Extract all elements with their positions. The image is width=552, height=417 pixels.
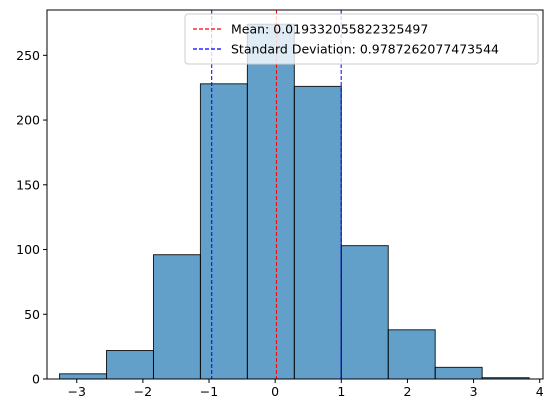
y-tick-label: 250 [16, 48, 40, 63]
x-tick-label: −3 [68, 384, 86, 399]
y-tick-label: 200 [16, 113, 40, 128]
y-tick-label: 50 [24, 307, 40, 322]
axes-frame [46, 9, 544, 380]
histogram-bar-0 [59, 373, 108, 380]
legend-std-label: Standard Deviation: 0.9787262077473544 [231, 42, 499, 57]
x-tick-label: 4 [536, 384, 544, 399]
legend: Mean: 0.019332055822325497 Standard Devi… [184, 13, 539, 65]
y-tick-label: 0 [32, 372, 40, 387]
x-tick-label: −1 [200, 384, 218, 399]
histogram-bar-1 [106, 350, 154, 380]
x-axis-ticks: −3 −2 −1 0 1 2 3 4 [68, 379, 544, 399]
legend-box [184, 13, 539, 65]
histogram-bar-6 [340, 245, 389, 380]
histogram-bar-8 [434, 366, 483, 380]
histogram-bar-4 [246, 23, 295, 380]
y-axis-ticks: 0 50 100 150 200 250 [16, 48, 47, 387]
x-tick-label: −2 [134, 384, 152, 399]
bars-layer [59, 23, 530, 380]
y-tick-label: 150 [16, 177, 40, 192]
y-tick-label: 100 [16, 242, 40, 257]
histogram-bar-5 [293, 85, 342, 380]
reference-lines-layer [211, 10, 342, 379]
histogram-bar-3 [199, 83, 248, 380]
x-tick-label: 2 [403, 384, 411, 399]
x-tick-label: 1 [337, 384, 345, 399]
x-tick-label: 0 [271, 384, 279, 399]
histogram-bar-7 [387, 329, 436, 380]
histogram-bar-2 [152, 254, 201, 380]
x-tick-label: 3 [470, 384, 478, 399]
legend-mean-label: Mean: 0.019332055822325497 [231, 22, 428, 37]
